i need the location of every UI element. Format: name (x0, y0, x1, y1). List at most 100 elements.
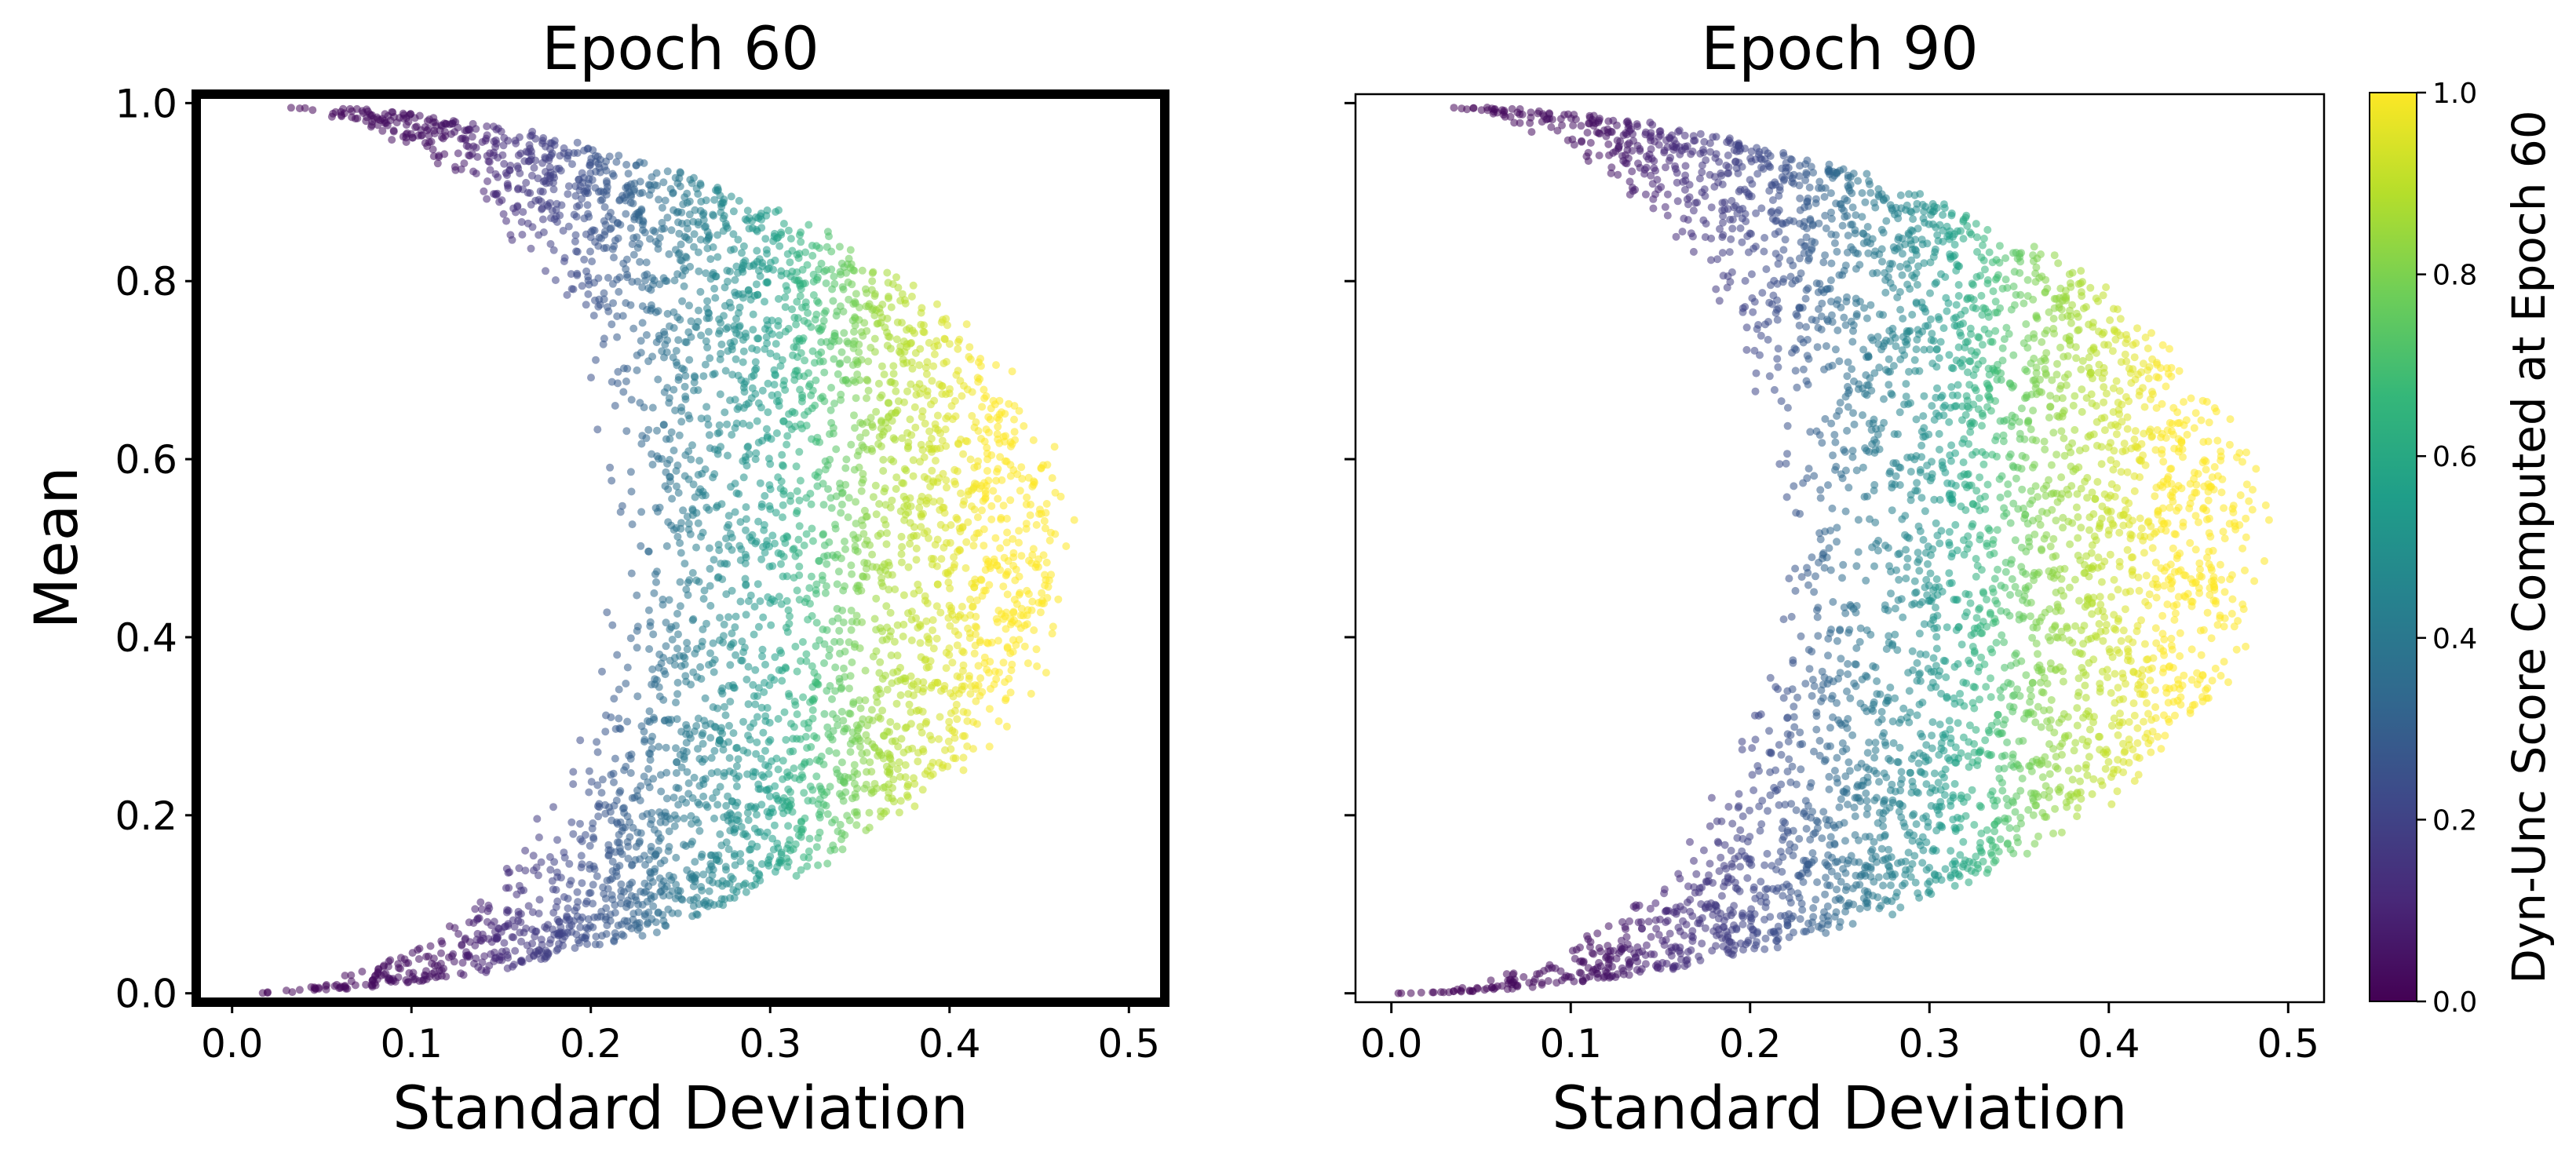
scatter-point (732, 782, 741, 790)
scatter-point (948, 658, 957, 667)
scatter-point (943, 321, 951, 330)
scatter-point (892, 473, 901, 482)
scatter-point (1969, 371, 1978, 380)
scatter-point (895, 808, 903, 817)
scatter-point (691, 649, 699, 658)
scatter-point (880, 487, 888, 496)
scatter-point (720, 312, 728, 320)
scatter-point (710, 556, 718, 564)
scatter-point (1739, 920, 1747, 928)
scatter-point (614, 379, 622, 388)
scatter-point (716, 390, 724, 399)
scatter-point (907, 682, 916, 691)
scatter-point (786, 491, 795, 500)
scatter-point (593, 872, 601, 881)
scatter-point (1022, 520, 1031, 528)
scatter-point (980, 542, 988, 550)
scatter-point (837, 684, 846, 692)
scatter-point (819, 760, 828, 769)
scatter-point (708, 659, 717, 667)
scatter-point (826, 455, 834, 464)
scatter-point (903, 387, 911, 396)
scatter-point (846, 672, 855, 680)
scatter-point (1046, 528, 1055, 537)
scatter-point (2205, 418, 2213, 427)
scatter-point (469, 142, 478, 151)
scatter-point (1038, 600, 1046, 607)
scatter-point (753, 580, 762, 589)
scatter-point (792, 872, 801, 880)
scatter-point (672, 853, 680, 862)
left-point-cloud (258, 104, 1078, 997)
scatter-point (692, 576, 701, 585)
scatter-point (1908, 600, 1917, 609)
scatter-point (890, 637, 899, 646)
scatter-point (627, 892, 636, 900)
scatter-point (815, 357, 824, 366)
scatter-point (694, 386, 702, 395)
scatter-point (721, 301, 729, 310)
scatter-point (652, 169, 661, 177)
scatter-point (415, 111, 424, 120)
scatter-point (742, 503, 750, 512)
scatter-point (878, 706, 887, 715)
scatter-point (581, 830, 589, 839)
scatter-point (779, 501, 787, 509)
scatter-point (602, 711, 610, 720)
scatter-point (674, 336, 683, 345)
scatter-point (651, 570, 659, 578)
right-panel: Epoch 90 0.0 0.1 0.2 0.3 0.4 0.5 Standard Dev… (1345, 13, 2326, 1143)
scatter-point (564, 904, 572, 913)
scatter-point (928, 445, 936, 454)
scatter-point (893, 667, 902, 676)
scatter-point (545, 853, 554, 861)
scatter-point (498, 151, 507, 159)
scatter-point (667, 623, 676, 631)
scatter-point (744, 816, 753, 824)
scatter-point (613, 312, 622, 320)
scatter-point (637, 337, 645, 345)
scatter-point (1428, 988, 1437, 997)
scatter-point (983, 560, 992, 568)
scatter-point (1752, 209, 1761, 217)
scatter-point (500, 159, 509, 168)
scatter-point (1050, 443, 1059, 451)
scatter-point (736, 597, 745, 606)
scatter-point (1898, 271, 1906, 279)
scatter-point (402, 121, 410, 129)
y-tick-label: 0.6 (115, 437, 177, 483)
scatter-point (1735, 206, 1744, 214)
scatter-point (655, 234, 664, 242)
scatter-point (799, 693, 808, 702)
scatter-point (717, 349, 725, 358)
scatter-point (622, 427, 631, 436)
scatter-point (2217, 447, 2225, 456)
scatter-point (460, 159, 469, 168)
scatter-point (535, 946, 543, 954)
scatter-point (808, 347, 817, 356)
scatter-point (2176, 652, 2184, 660)
scatter-point (437, 937, 446, 946)
scatter-point (966, 595, 974, 604)
scatter-point (602, 904, 611, 913)
scatter-point (2081, 681, 2089, 690)
scatter-point (819, 501, 828, 509)
scatter-point (927, 684, 936, 692)
scatter-point (897, 558, 906, 567)
scatter-point (647, 286, 655, 294)
scatter-point (859, 530, 868, 538)
scatter-point (1070, 516, 1078, 524)
scatter-point (1048, 474, 1056, 483)
scatter-point (907, 380, 915, 388)
scatter-point (868, 305, 877, 314)
scatter-point (808, 386, 817, 395)
scatter-point (374, 121, 382, 129)
scatter-point (623, 717, 632, 726)
scatter-point (2112, 377, 2121, 385)
scatter-point (600, 289, 608, 297)
scatter-point (638, 932, 647, 940)
scatter-point (2071, 575, 2079, 584)
scatter-point (920, 321, 928, 330)
scatter-point (765, 792, 774, 800)
scatter-point (618, 312, 627, 320)
